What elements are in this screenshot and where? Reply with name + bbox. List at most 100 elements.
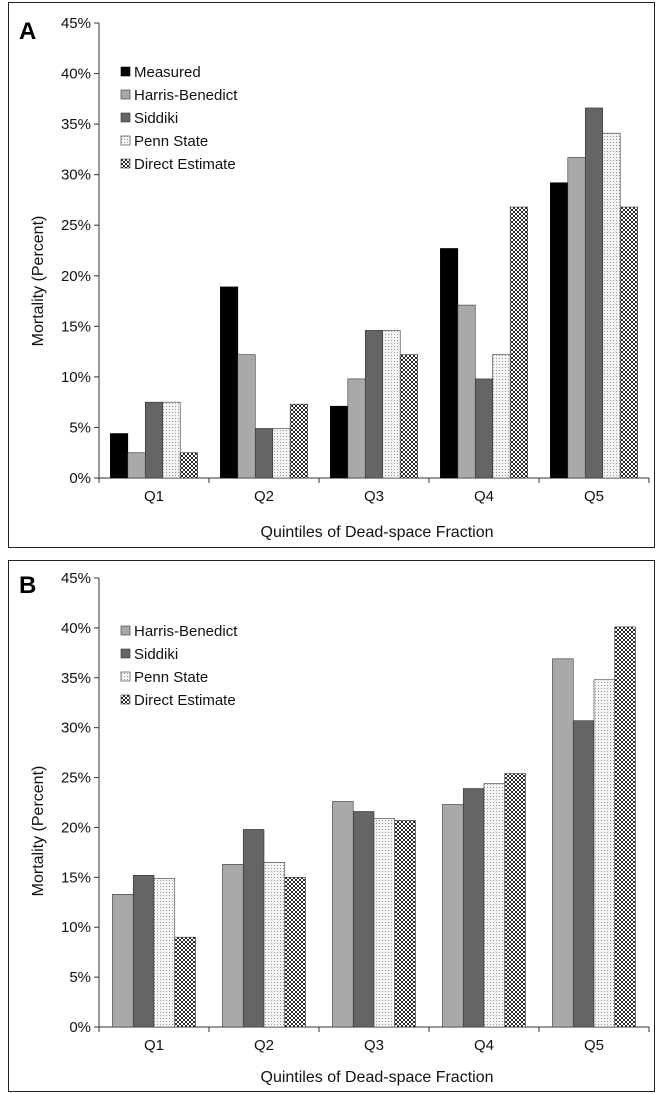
legend-label: Measured [134,64,201,81]
y-tick-label: 20% [61,268,91,285]
bar-direct-estimate-q2 [284,877,306,1028]
x-tick-label: Q1 [144,1037,164,1054]
legend: Harris-Benedict Siddiki Penn State Direct E… [120,623,238,709]
panel-label-a: A [19,18,36,45]
legend-label: Harris-Benedict [134,623,238,640]
bar-penn-state-q4 [483,783,506,1028]
y-tick-label: 40% [61,620,91,637]
legend-label: Siddiki [134,646,178,663]
legend-label: Direct Estimate [134,156,236,173]
bar-harris-benedict-q1 [127,452,146,479]
x-tick-label: Q1 [144,488,164,505]
bar-direct-estimate-q5 [614,626,636,1028]
x-tick-label: Q4 [474,488,494,505]
bar-harris-benedict-q3 [347,378,366,479]
legend-swatch [120,625,131,636]
y-tick-label: 0% [69,470,91,487]
bar-direct-estimate-q5 [619,206,638,479]
bar-harris-benedict-q2 [237,354,256,479]
bar-siddiki-q4 [462,788,485,1028]
legend-swatch [120,671,131,682]
bar-siddiki-q4 [474,378,494,479]
y-tick-label: 45% [61,15,91,32]
bar-harris-benedict-q4 [457,304,476,479]
bar-measured-q3 [330,405,349,479]
x-axis-title-b: Quintiles of Dead-space Fraction [261,1069,494,1086]
y-tick-label: 30% [61,720,91,737]
bar-penn-state-q4 [492,354,511,479]
bar-penn-state-q2 [272,428,291,479]
x-tick-label: Q2 [254,1037,274,1054]
bar-direct-estimate-q3 [399,354,418,479]
bar-direct-estimate-q1 [174,936,196,1028]
plot-area-a: 0% 5% 10% 15% 20% 25% 30% 35% 40% 45% Q1 Q2 Q3 Q4 Q5 Me… [61,15,650,505]
chart-b-svg: B 0% 5% 10% 15% 20% 25% 30% 35% 40% 45% Q1 Q2 Q3 Q4 Q5… [19,570,650,1086]
y-tick-label: 15% [61,869,91,886]
bar-penn-state-q3 [382,330,401,479]
y-tick-label: 10% [61,369,91,386]
bar-penn-state-q2 [263,862,286,1028]
panel-label-b: B [19,572,36,599]
legend-label: Siddiki [134,110,178,127]
x-axis-title-a: Quintiles of Dead-space Fraction [261,524,494,541]
bar-harris-benedict-q1 [112,893,134,1028]
bar-siddiki-q2 [242,829,265,1028]
y-tick-label: 25% [61,217,91,234]
legend-label: Direct Estimate [134,692,236,709]
y-tick-label: 25% [61,770,91,787]
bar-siddiki-q1 [144,401,164,479]
x-tick-label: Q3 [364,1037,384,1054]
bar-siddiki-q5 [584,107,604,479]
bar-measured-q4 [440,248,459,479]
legend-swatch [120,66,131,77]
bar-direct-estimate-q1 [179,452,198,479]
y-axis-title-a: Mortality (Percent) [30,216,47,347]
bar-penn-state-q3 [373,818,396,1028]
bar-harris-benedict-q3 [332,801,354,1028]
plot-area-b: 0% 5% 10% 15% 20% 25% 30% 35% 40% 45% Q1 Q2 Q3 Q4 Q5 Ha… [61,570,650,1054]
panel-a: A 0% 5% 10% 15% 20% 25% 30% 35% 40% 45% Q1 Q2 Q3 Q4 Q5… [8,2,655,548]
x-tick-label: Q5 [584,488,604,505]
bar-penn-state-q1 [153,878,176,1028]
x-tick-label: Q4 [474,1037,494,1054]
bar-measured-q1 [110,433,129,479]
y-tick-label: 40% [61,66,91,83]
bar-harris-benedict-q2 [222,864,244,1028]
bar-harris-benedict-q5 [567,157,586,479]
legend-label: Penn State [134,669,208,686]
y-tick-label: 45% [61,570,91,587]
y-tick-label: 5% [69,419,91,436]
legend-swatch [120,135,131,146]
legend-swatch [120,112,131,123]
bar-penn-state-q5 [593,679,616,1028]
bar-direct-estimate-q4 [509,206,528,479]
bar-siddiki-q1 [132,875,155,1028]
y-tick-label: 5% [69,969,91,986]
bar-harris-benedict-q5 [552,658,574,1028]
bar-penn-state-q1 [162,401,181,479]
x-tick-label: Q3 [364,488,384,505]
y-axis-title-b: Mortality (Percent) [30,766,47,897]
bar-siddiki-q5 [572,720,595,1028]
bar-harris-benedict-q4 [442,804,464,1028]
y-tick-label: 30% [61,167,91,184]
legend-swatch [120,694,131,705]
bar-siddiki-q3 [364,330,384,479]
panel-b: B 0% 5% 10% 15% 20% 25% 30% 35% 40% 45% Q1 Q2 Q3 Q4 Q5… [8,560,655,1092]
x-tick-label: Q2 [254,488,274,505]
bar-direct-estimate-q4 [504,773,526,1028]
y-tick-label: 35% [61,670,91,687]
y-tick-label: 0% [69,1019,91,1036]
y-tick-label: 10% [61,919,91,936]
legend-label: Penn State [134,133,208,150]
legend-label: Harris-Benedict [134,87,238,104]
bar-measured-q5 [550,182,569,479]
legend-swatch [120,89,131,100]
bar-siddiki-q3 [352,811,375,1028]
chart-a-svg: A 0% 5% 10% 15% 20% 25% 30% 35% 40% 45% Q1 Q2 Q3 Q4 Q5… [19,15,650,541]
legend-swatch [120,158,131,169]
legend-swatch [120,648,131,659]
bar-siddiki-q2 [254,428,274,479]
bar-direct-estimate-q3 [394,820,416,1028]
legend: Measured Harris-Benedict Siddiki Penn State… [120,64,238,173]
